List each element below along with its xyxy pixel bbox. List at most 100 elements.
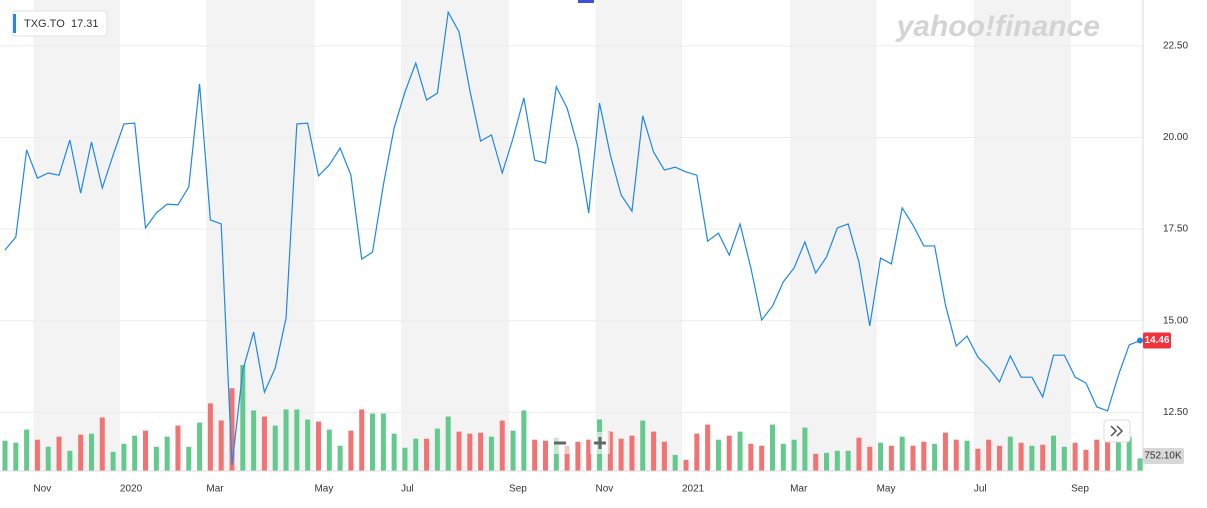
volume-bar (683, 459, 689, 471)
volume-bar (1115, 437, 1121, 471)
scroll-button[interactable] (1103, 419, 1131, 443)
volume-bar (186, 446, 192, 471)
month-band (790, 0, 877, 471)
volume-bar (878, 442, 884, 471)
volume-bar (175, 425, 181, 471)
volume-bar (240, 365, 246, 471)
volume-bar (2, 440, 8, 471)
volume-bar (218, 420, 224, 471)
volume-bar (478, 432, 484, 471)
legend: TXG.TO 17.31 (11, 10, 108, 37)
volume-bar (607, 431, 613, 471)
volume-bar (78, 434, 84, 471)
volume-bar (499, 420, 505, 471)
volume-bar (413, 438, 419, 471)
volume-bar (132, 435, 138, 471)
volume-bar (1094, 439, 1100, 471)
volume-bar (434, 428, 440, 471)
month-band (33, 0, 120, 471)
price-line (4, 10, 1141, 466)
volume-bar (261, 416, 267, 471)
volume-bar (1072, 442, 1078, 471)
volume-bar (1051, 435, 1057, 471)
volume-bar (1126, 436, 1132, 471)
plot (4, 10, 1141, 466)
price-tag-label: 14.46 (1144, 335, 1169, 346)
zoom-controls[interactable] (550, 432, 610, 454)
volume-bar (197, 422, 203, 471)
month-band (973, 0, 1072, 471)
volume-bar (780, 443, 786, 471)
x-tick-label: Nov (596, 484, 614, 495)
volume-bar (348, 430, 354, 471)
volume-bar (1040, 444, 1046, 471)
volume-bar (251, 410, 257, 471)
x-tick-label: May (314, 484, 333, 495)
month-band (595, 0, 682, 471)
volume-tag-label: 752.10K (1144, 451, 1182, 462)
volume-bar (521, 410, 527, 471)
volume-bar (294, 409, 300, 471)
volume-bar (802, 427, 808, 471)
month-bands (33, 0, 1072, 471)
volume-bar (986, 439, 992, 471)
volume-bar (888, 445, 894, 471)
volume-bar (370, 413, 376, 471)
x-tick-label: May (877, 484, 896, 495)
last-point (1137, 337, 1143, 344)
x-tick-label: Mar (206, 484, 224, 495)
month-band (206, 0, 315, 471)
volume-bar (488, 436, 494, 471)
volume-bar (1061, 446, 1067, 471)
volume-bar (99, 417, 105, 471)
volume-bar (402, 447, 408, 471)
volume-bar (737, 431, 743, 471)
volume-bar (845, 450, 851, 471)
volume-bar (953, 439, 959, 471)
volume-bar (164, 436, 170, 471)
volume-bar (24, 429, 30, 471)
volume-bar (1018, 442, 1024, 471)
x-tick-label: Jul (401, 484, 414, 495)
volume-bar (586, 439, 592, 471)
volume-bar (532, 439, 538, 471)
volume-bar (153, 446, 159, 471)
x-tick-label: 2020 (120, 484, 143, 495)
volume-bar (13, 442, 19, 471)
volume-bar (207, 403, 213, 471)
x-tick-label: Sep (509, 484, 527, 495)
volume-bar (510, 430, 516, 471)
volume-bar (380, 413, 386, 471)
volume-bar (834, 450, 840, 471)
legend-swatch (13, 14, 16, 33)
volume-bar (1007, 436, 1013, 471)
volume-bar (391, 433, 397, 471)
volume-bar (1105, 424, 1111, 471)
volume-bar (467, 433, 473, 471)
volume-bar (67, 450, 73, 471)
volume-bar (326, 429, 332, 471)
volume-bar (337, 445, 343, 471)
volume-bar (813, 453, 819, 471)
volume-bar (640, 420, 646, 471)
y-tick-label: 17.50 (1163, 224, 1188, 235)
x-tick-label: 2021 (682, 484, 705, 495)
volume-bar (705, 424, 711, 471)
grid (0, 45, 1143, 413)
volume-bar (56, 436, 62, 471)
volume-tag (1143, 448, 1184, 464)
x-tick-label: Mar (790, 484, 808, 495)
y-tick-label: 12.50 (1163, 407, 1188, 418)
volume-bar (629, 435, 635, 471)
x-tick-label: Sep (1071, 484, 1089, 495)
volume-bar (867, 446, 873, 471)
volume-bar (964, 440, 970, 471)
volume-bar (661, 441, 667, 471)
volume-bar (424, 438, 430, 471)
y-tick-label: 15.00 (1163, 315, 1188, 326)
volume-bar (651, 431, 657, 471)
volume-bar (359, 409, 365, 471)
top-marker (578, 0, 594, 3)
volume-bar (856, 437, 862, 471)
x-tick-label: Nov (33, 484, 51, 495)
